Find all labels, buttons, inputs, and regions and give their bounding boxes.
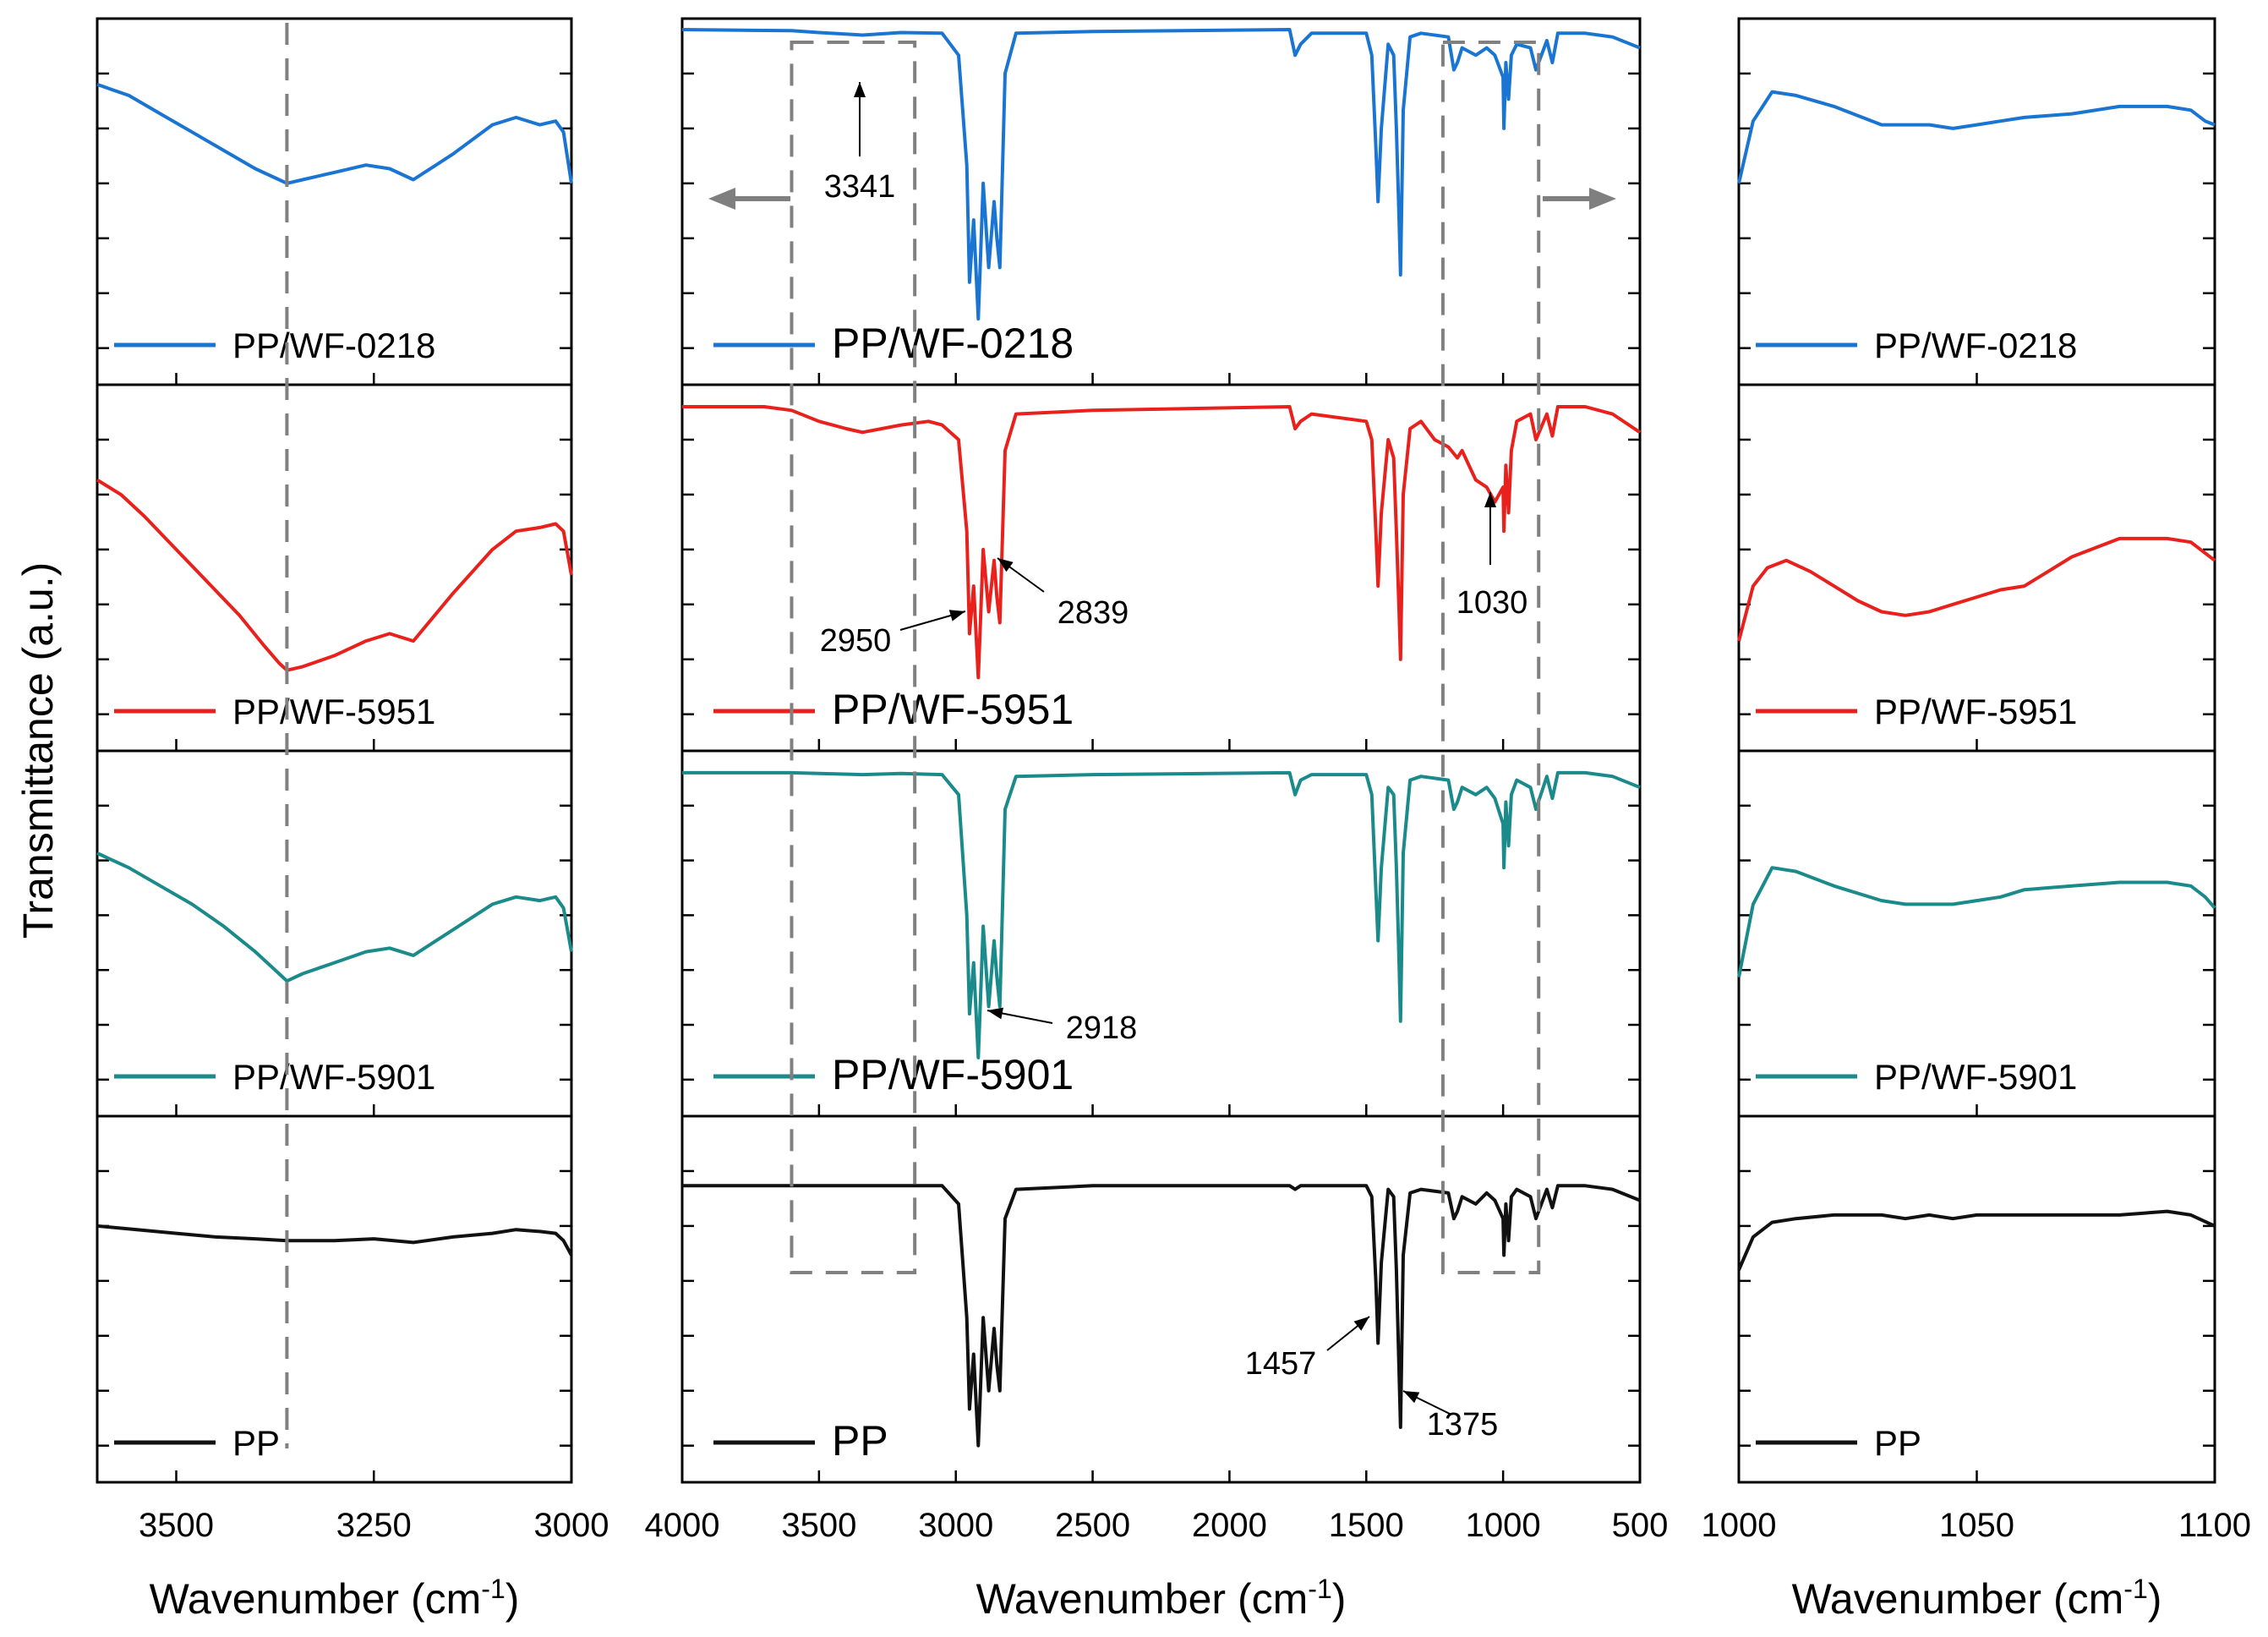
legend-label: PP/WF-5901 (832, 1051, 1074, 1098)
x-axis-label-close: ) (2148, 1575, 2162, 1623)
x-axis-label: Wavenumber (cm-1) (1792, 1574, 2162, 1623)
legend-label: PP/WF-5951 (232, 692, 435, 731)
annotation-label: 1457 (1245, 1346, 1317, 1382)
legend-label: PP (832, 1417, 888, 1465)
panel-frame (680, 383, 1642, 753)
annotation-label: 2950 (820, 623, 892, 659)
x-tick-label: 2000 (1192, 1507, 1267, 1544)
annotation-arrowhead (997, 558, 1014, 572)
series-line-pp (1737, 1209, 2216, 1271)
annotation-arrowhead (1403, 1391, 1420, 1404)
x-tick-label: 1500 (1329, 1507, 1404, 1544)
annotation-arrowhead (948, 610, 965, 621)
panel-frame (680, 1114, 1642, 1484)
x-tick-label: 500 (1612, 1507, 1669, 1544)
annotation-arrowhead (854, 82, 866, 97)
x-axis-label-superscript: -1 (481, 1574, 505, 1604)
series-line-pp-wf-5901 (682, 770, 1641, 1059)
series-line-pp-wf-5901 (1737, 866, 2216, 978)
x-tick-label: 3250 (336, 1507, 412, 1544)
x-tick-label: 1050 (1939, 1507, 2014, 1544)
x-tick-label: 1000 (1466, 1507, 1541, 1544)
y-axis-label: Transmittance (a.u.) (14, 562, 62, 939)
series-line-pp-wf-0218 (96, 83, 573, 185)
annotation-label: 2839 (1057, 595, 1129, 631)
legend-label: PP/WF-5901 (1874, 1057, 2077, 1097)
x-axis-label-superscript: -1 (2123, 1574, 2147, 1604)
gray-arrowhead-left (708, 188, 735, 210)
legend-label: PP/WF-0218 (232, 326, 435, 365)
x-axis-label-superscript: -1 (1308, 1574, 1331, 1604)
x-tick-label: 4000 (645, 1507, 720, 1544)
series-line-pp-wf-5951 (1737, 536, 2216, 642)
annotation-arrowhead (1484, 492, 1496, 507)
series-line-pp-wf-5951 (96, 478, 573, 672)
x-axis-label-close: ) (1332, 1575, 1347, 1623)
legend-label: PP/WF-5951 (832, 686, 1074, 733)
x-axis-label-close: ) (506, 1575, 520, 1623)
x-axis-label: Wavenumber (cm-1) (976, 1574, 1347, 1623)
annotation-arrowhead (1353, 1317, 1369, 1331)
panel-frame (96, 1114, 573, 1484)
series-line-pp-wf-0218 (681, 28, 1641, 321)
x-tick-label: 1100 (2178, 1507, 2251, 1544)
x-axis-label: Wavenumber (cm-1) (150, 1574, 520, 1623)
legend-label: PP/WF-0218 (832, 320, 1074, 367)
annotation-label: 1375 (1427, 1407, 1499, 1443)
series-line-pp (682, 1184, 1641, 1448)
highlight-box (1440, 41, 1541, 1274)
series-line-pp-wf-5901 (96, 851, 573, 983)
series-line-pp-wf-0218 (1737, 90, 2216, 184)
panel-frame (1737, 1114, 2216, 1484)
legend-label: PP (1874, 1423, 1921, 1463)
series-line-pp (96, 1224, 573, 1256)
x-tick-label: 3000 (534, 1507, 609, 1544)
x-tick-label: 3500 (139, 1507, 214, 1544)
x-tick-label: 3000 (918, 1507, 993, 1544)
legend-label: PP (232, 1423, 280, 1463)
legend-label: PP/WF-5951 (1874, 692, 2077, 731)
annotation-label: 1030 (1456, 585, 1528, 621)
x-tick-label: 2500 (1055, 1507, 1130, 1544)
annotation-arrowhead (987, 1007, 1004, 1020)
gray-arrowhead-right (1589, 188, 1616, 210)
x-tick-label: 3500 (781, 1507, 856, 1544)
legend-label: PP/WF-5901 (232, 1057, 435, 1097)
x-tick-label: 1000 (1702, 1507, 1777, 1544)
annotation-label: 3341 (824, 169, 896, 205)
annotation-label: 2918 (1066, 1010, 1138, 1046)
series-line-pp-wf-5951 (682, 405, 1642, 680)
legend-label: PP/WF-0218 (1874, 326, 2077, 365)
